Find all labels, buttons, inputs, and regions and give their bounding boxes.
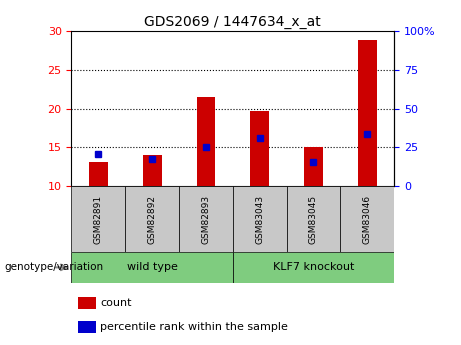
Bar: [358, 40, 377, 186]
Text: genotype/variation: genotype/variation: [5, 263, 104, 272]
Bar: [250, 111, 269, 186]
Bar: [340, 186, 394, 252]
Text: GSM82891: GSM82891: [94, 195, 103, 244]
Bar: [78, 297, 96, 309]
Bar: [304, 147, 323, 186]
Text: KLF7 knockout: KLF7 knockout: [273, 263, 354, 272]
Bar: [179, 186, 233, 252]
Bar: [71, 186, 125, 252]
Bar: [287, 186, 340, 252]
Bar: [125, 186, 179, 252]
Title: GDS2069 / 1447634_x_at: GDS2069 / 1447634_x_at: [144, 14, 321, 29]
Text: GSM83045: GSM83045: [309, 195, 318, 244]
Text: GSM82893: GSM82893: [201, 195, 210, 244]
Text: wild type: wild type: [127, 263, 177, 272]
Text: percentile rank within the sample: percentile rank within the sample: [100, 323, 289, 333]
Text: GSM83043: GSM83043: [255, 195, 264, 244]
Text: GSM83046: GSM83046: [363, 195, 372, 244]
Text: GSM82892: GSM82892: [148, 195, 157, 244]
Bar: [196, 97, 215, 186]
Bar: [89, 162, 108, 186]
Bar: [233, 186, 287, 252]
Bar: [71, 252, 233, 283]
Bar: [78, 321, 96, 333]
Bar: [143, 155, 161, 186]
Text: count: count: [100, 298, 132, 308]
Bar: [233, 252, 394, 283]
